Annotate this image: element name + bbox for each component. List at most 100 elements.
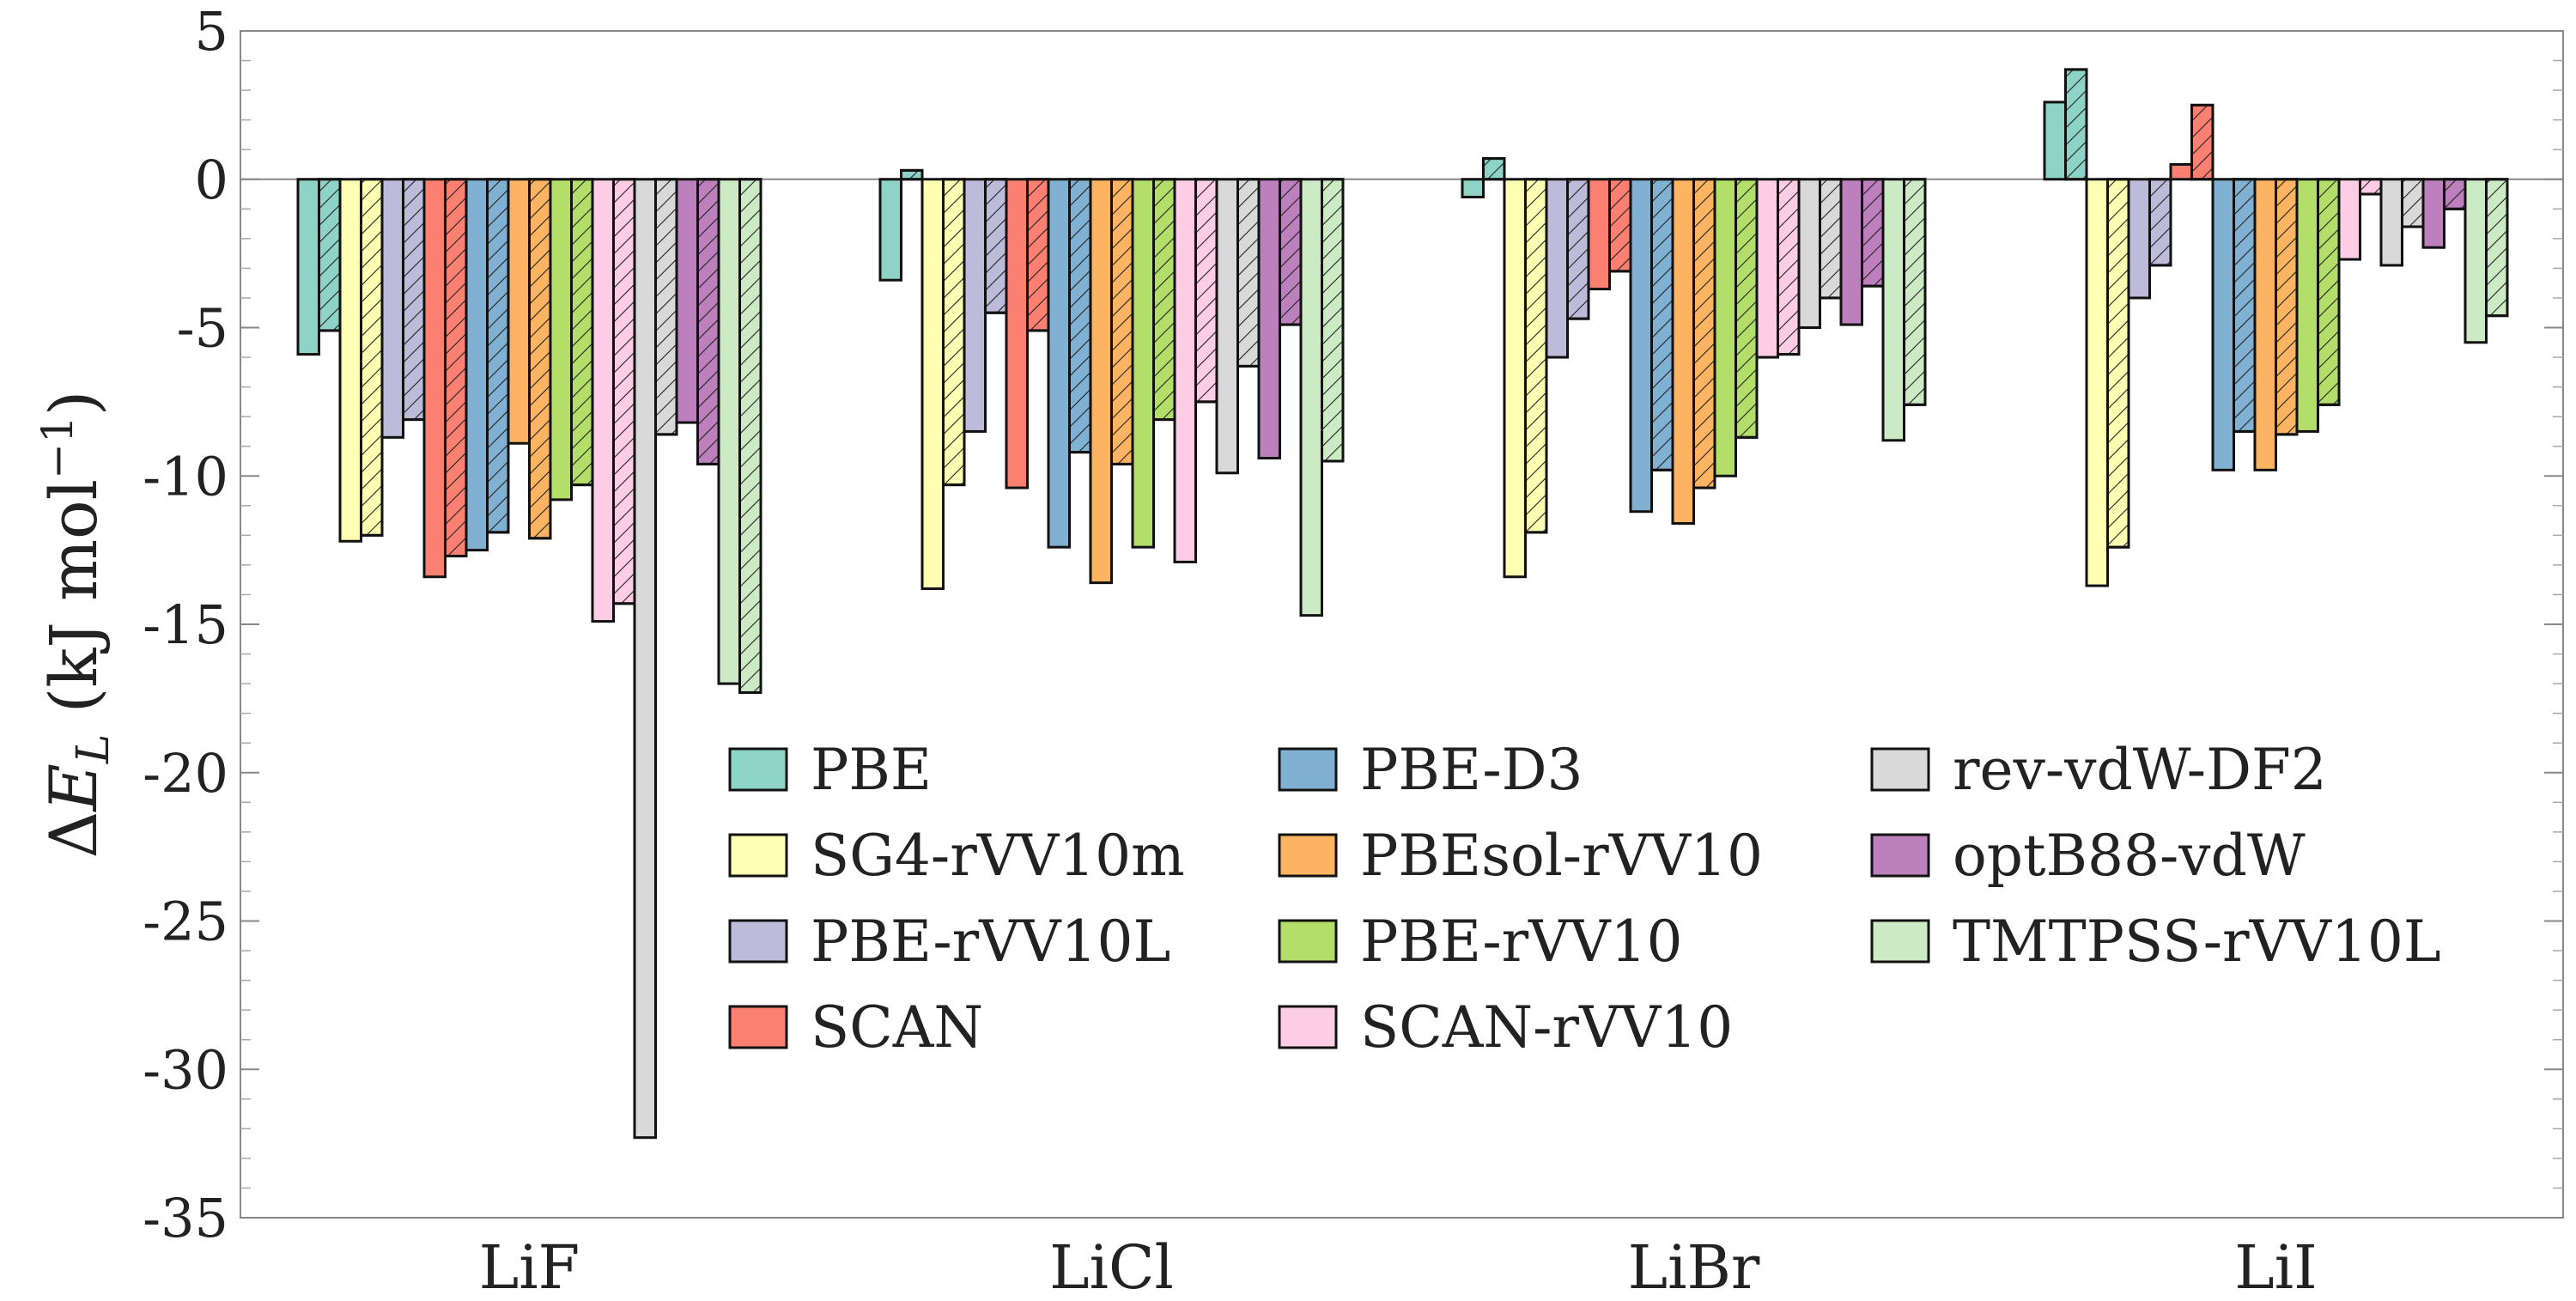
- bar-hatch: [1524, 178, 1548, 534]
- bar: [1713, 178, 1737, 477]
- bar-hatch: [2190, 103, 2215, 181]
- legend-swatch: [1278, 747, 1338, 792]
- bar-hatch: [2401, 178, 2425, 228]
- legend: PBE SG4-rVV10m PBE-rVV10L SCAN PBE-D3 PBEsol-…: [728, 737, 2441, 1061]
- legend-label: PBE: [811, 737, 932, 803]
- bar: [2337, 178, 2361, 261]
- bar: [2211, 178, 2235, 471]
- legend-item: PBEsol-rVV10: [1278, 823, 1763, 889]
- bar: [878, 178, 902, 282]
- legend-label: PBE-rVV10: [1360, 909, 1682, 975]
- bar-hatch: [1608, 178, 1632, 273]
- bar: [963, 178, 987, 433]
- bar: [1755, 178, 1779, 359]
- y-label-exponent: −1: [33, 416, 82, 479]
- y-axis-label: ΔEL (kJ mol−1): [33, 391, 119, 859]
- legend-swatch: [1278, 1005, 1338, 1049]
- legend-label: TMTPSS-rVV10L: [1953, 909, 2441, 975]
- y-tick-label: -20: [143, 742, 228, 805]
- bar-hatch: [942, 178, 966, 487]
- legend-item: PBE-D3: [1278, 737, 1583, 803]
- legend-swatch: [1870, 833, 1930, 878]
- bar: [2043, 100, 2067, 181]
- legend-swatch: [728, 1005, 788, 1049]
- bar-hatch: [2275, 178, 2299, 436]
- bar: [591, 178, 615, 623]
- bar-hatch: [1566, 178, 1590, 320]
- y-tick-label: -30: [143, 1038, 228, 1101]
- bar: [1587, 178, 1611, 291]
- bar-hatch: [1321, 178, 1345, 463]
- legend-swatch: [728, 833, 788, 878]
- bar: [1545, 178, 1569, 359]
- bar-hatch: [318, 178, 342, 332]
- bar-hatch: [360, 178, 384, 537]
- bar-hatch: [1861, 178, 1885, 288]
- x-category-label: LiF: [479, 1232, 580, 1301]
- bar-hatch: [1819, 178, 1843, 300]
- legend-swatch: [1278, 833, 1338, 878]
- y-tick-label: -35: [143, 1187, 228, 1249]
- legend-label: rev-vdW-DF2: [1953, 737, 2327, 803]
- bar-hatch: [1068, 178, 1092, 454]
- legend-label: SCAN: [811, 994, 983, 1061]
- bar: [2379, 178, 2403, 267]
- legend-swatch: [1278, 919, 1338, 964]
- bar: [1173, 178, 1197, 563]
- bar-hatch: [1482, 157, 1506, 181]
- bar-hatch: [1110, 178, 1134, 465]
- bar-hatch: [1026, 178, 1050, 332]
- legend-label: SCAN-rVV10: [1360, 994, 1733, 1061]
- legend-item: rev-vdW-DF2: [1870, 737, 2327, 803]
- bar: [380, 178, 404, 439]
- y-tick-label: 0: [195, 149, 228, 211]
- legend-item: optB88-vdW: [1870, 823, 2306, 889]
- bar: [1131, 178, 1155, 549]
- bar-hatch: [528, 178, 552, 540]
- bar: [1215, 178, 1239, 475]
- bar: [1047, 178, 1071, 549]
- y-label-subscript: L: [68, 734, 119, 765]
- legend-label: PBE-rVV10L: [811, 909, 1170, 975]
- bar: [920, 178, 945, 591]
- bar: [549, 178, 573, 502]
- y-label-delta: Δ: [35, 812, 112, 859]
- legend-label: optB88-vdW: [1953, 823, 2306, 889]
- bar-hatch: [486, 178, 510, 534]
- bar: [1005, 178, 1029, 489]
- y-tick-label: 5: [195, 0, 228, 63]
- legend-swatch: [1870, 919, 1930, 964]
- bar: [422, 178, 447, 579]
- y-tick-label: -25: [143, 891, 228, 953]
- y-tick-label: -5: [177, 297, 228, 360]
- legend-swatch: [728, 919, 788, 964]
- bar-hatch: [2106, 178, 2130, 549]
- bar-hatch: [1903, 178, 1927, 406]
- bar: [1257, 178, 1281, 460]
- legend-swatch: [728, 747, 788, 792]
- legend-item: SCAN: [728, 994, 983, 1061]
- bar-hatch: [900, 168, 924, 181]
- x-category-label: LiCl: [1049, 1232, 1174, 1301]
- bar: [1503, 178, 1527, 579]
- bar: [2085, 178, 2109, 587]
- y-label-close: ): [35, 391, 112, 416]
- x-category-label: LiI: [2234, 1232, 2318, 1301]
- bar-hatch: [2359, 178, 2383, 196]
- bar: [2127, 178, 2151, 300]
- bars: [296, 68, 2509, 1140]
- bar-hatch: [1152, 178, 1176, 422]
- bar-hatch: [2233, 178, 2257, 433]
- y-label-units: (kJ mol: [35, 479, 112, 734]
- bar: [1629, 178, 1653, 514]
- bar-hatch: [612, 178, 636, 605]
- bar-hatch: [984, 178, 1008, 314]
- bar: [1461, 178, 1485, 198]
- bar: [633, 178, 657, 1140]
- bar-hatch: [1777, 178, 1801, 356]
- bar-hatch: [1692, 178, 1716, 489]
- bar-hatch: [570, 178, 594, 487]
- legend-label: PBEsol-rVV10: [1360, 823, 1763, 889]
- bar-hatch: [2317, 178, 2341, 406]
- legend-item: SCAN-rVV10: [1278, 994, 1733, 1061]
